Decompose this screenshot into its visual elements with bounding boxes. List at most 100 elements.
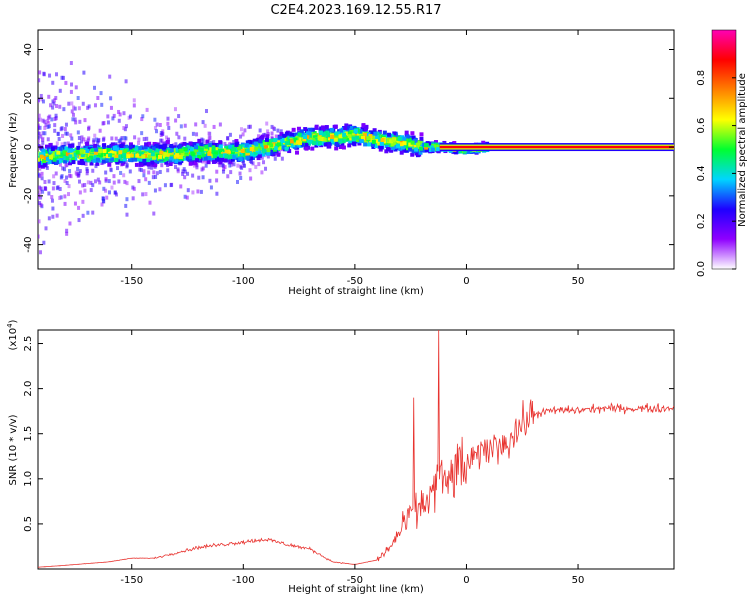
colorbar-ticks: 0.0 0.2 0.4 0.6 0.8 — [696, 70, 736, 277]
heatmap-cell — [192, 143, 197, 148]
heatmap-cell — [134, 162, 139, 167]
heatmap-cell — [436, 147, 441, 152]
heatmap-cell — [264, 145, 269, 150]
heatmap-cell — [52, 157, 57, 162]
heatmap-cell — [95, 137, 99, 142]
heatmap-cell — [38, 126, 40, 131]
heatmap-cell — [155, 153, 160, 158]
heatmap-cell — [203, 123, 207, 128]
heatmap-cell — [185, 156, 190, 161]
heatmap-cell — [48, 155, 53, 160]
heatmap-cell — [342, 135, 347, 140]
heatmap-cell — [301, 132, 306, 137]
heatmap-cell — [125, 163, 129, 168]
heatmap-cell — [211, 146, 216, 151]
heatmap-cell — [118, 154, 123, 159]
heatmap-cell — [216, 160, 220, 165]
heatmap-cell — [128, 114, 132, 119]
heatmap-cell — [481, 140, 486, 145]
heatmap-cell — [38, 123, 40, 128]
colorbar-tick-label: 0.6 — [696, 118, 707, 134]
heatmap-cell — [165, 140, 170, 145]
heatmap-cell — [125, 145, 130, 150]
heatmap-cell — [78, 119, 82, 124]
heatmap-cell — [64, 80, 68, 85]
heatmap-cell — [155, 122, 159, 127]
y-multiplier-label: (x104) — [6, 319, 19, 350]
heatmap-cell — [63, 179, 67, 184]
heatmap-cell — [102, 120, 106, 125]
heatmap-cell — [124, 79, 128, 84]
heatmap-cell — [126, 154, 131, 159]
heatmap-cell — [54, 171, 58, 176]
heatmap-cell — [125, 197, 129, 202]
heatmap-cell — [295, 150, 300, 155]
heatmap-cell — [48, 143, 53, 148]
heatmap-cell — [77, 141, 81, 146]
heatmap-cell — [38, 131, 40, 136]
heatmap-cell — [197, 138, 202, 143]
heatmap-cell — [62, 152, 67, 157]
heatmap-cell — [96, 154, 101, 159]
heatmap-cell — [99, 91, 103, 96]
heatmap-cell — [355, 135, 360, 140]
heatmap-cell — [158, 122, 162, 127]
heatmap-cell — [41, 160, 46, 165]
heatmap-cell — [46, 137, 50, 142]
heatmap-cell — [122, 173, 126, 178]
heatmap-cell — [234, 142, 239, 147]
heatmap-cell — [38, 163, 41, 168]
heatmap-cell — [282, 133, 287, 138]
heatmap-cell — [212, 140, 216, 145]
heatmap-cell — [260, 143, 265, 148]
heatmap-cell — [55, 213, 59, 218]
heatmap-cell — [62, 150, 67, 155]
heatmap-cell — [218, 150, 223, 155]
heatmap-cell — [228, 159, 233, 164]
heatmap-cell — [236, 146, 241, 151]
heatmap-cell — [466, 149, 471, 154]
heatmap-cell — [193, 161, 198, 166]
heatmap-cell — [179, 152, 184, 157]
heatmap-cell — [419, 132, 424, 137]
heatmap-cell — [310, 127, 315, 132]
heatmap-cell — [221, 169, 225, 174]
heatmap-cell — [53, 128, 57, 133]
heatmap-cell — [75, 150, 80, 155]
heatmap-cell — [77, 218, 81, 223]
heatmap-cell — [183, 123, 187, 128]
heatmap-cell — [189, 155, 194, 160]
heatmap-cell — [77, 179, 81, 184]
heatmap-cell — [48, 152, 53, 157]
heatmap-cell — [435, 144, 440, 149]
heatmap-cell — [113, 145, 118, 150]
heatmap-cell — [280, 139, 285, 144]
heatmap-cell — [159, 130, 163, 135]
bottom-x-axis-label: Height of straight line (km) — [288, 584, 424, 595]
heatmap-cell — [204, 149, 209, 154]
heatmap-cell — [299, 137, 304, 142]
heatmap-cell — [58, 146, 63, 151]
heatmap-cell — [69, 61, 73, 66]
heatmap-cell — [214, 156, 219, 161]
chart-title: C2E4.2023.169.12.55.R17 — [270, 3, 441, 18]
heatmap-cell — [46, 119, 50, 124]
heatmap-cell — [82, 70, 86, 75]
heatmap-cell — [183, 194, 187, 199]
heatmap-cell — [40, 156, 45, 161]
heatmap-cell — [51, 99, 55, 104]
heatmap-cell — [374, 144, 379, 149]
heatmap-cell — [239, 175, 243, 180]
heatmap-cell — [287, 149, 292, 154]
heatmap-cell — [136, 157, 141, 162]
heatmap-cell — [431, 147, 436, 152]
heatmap-cell — [42, 163, 47, 168]
heatmap-cell — [410, 140, 415, 145]
heatmap-cell — [203, 156, 208, 161]
heatmap-cell — [39, 154, 44, 159]
heatmap-cell — [105, 157, 110, 162]
heatmap-cell — [247, 144, 252, 149]
heatmap-cell — [173, 107, 177, 112]
heatmap-cell — [39, 187, 43, 192]
